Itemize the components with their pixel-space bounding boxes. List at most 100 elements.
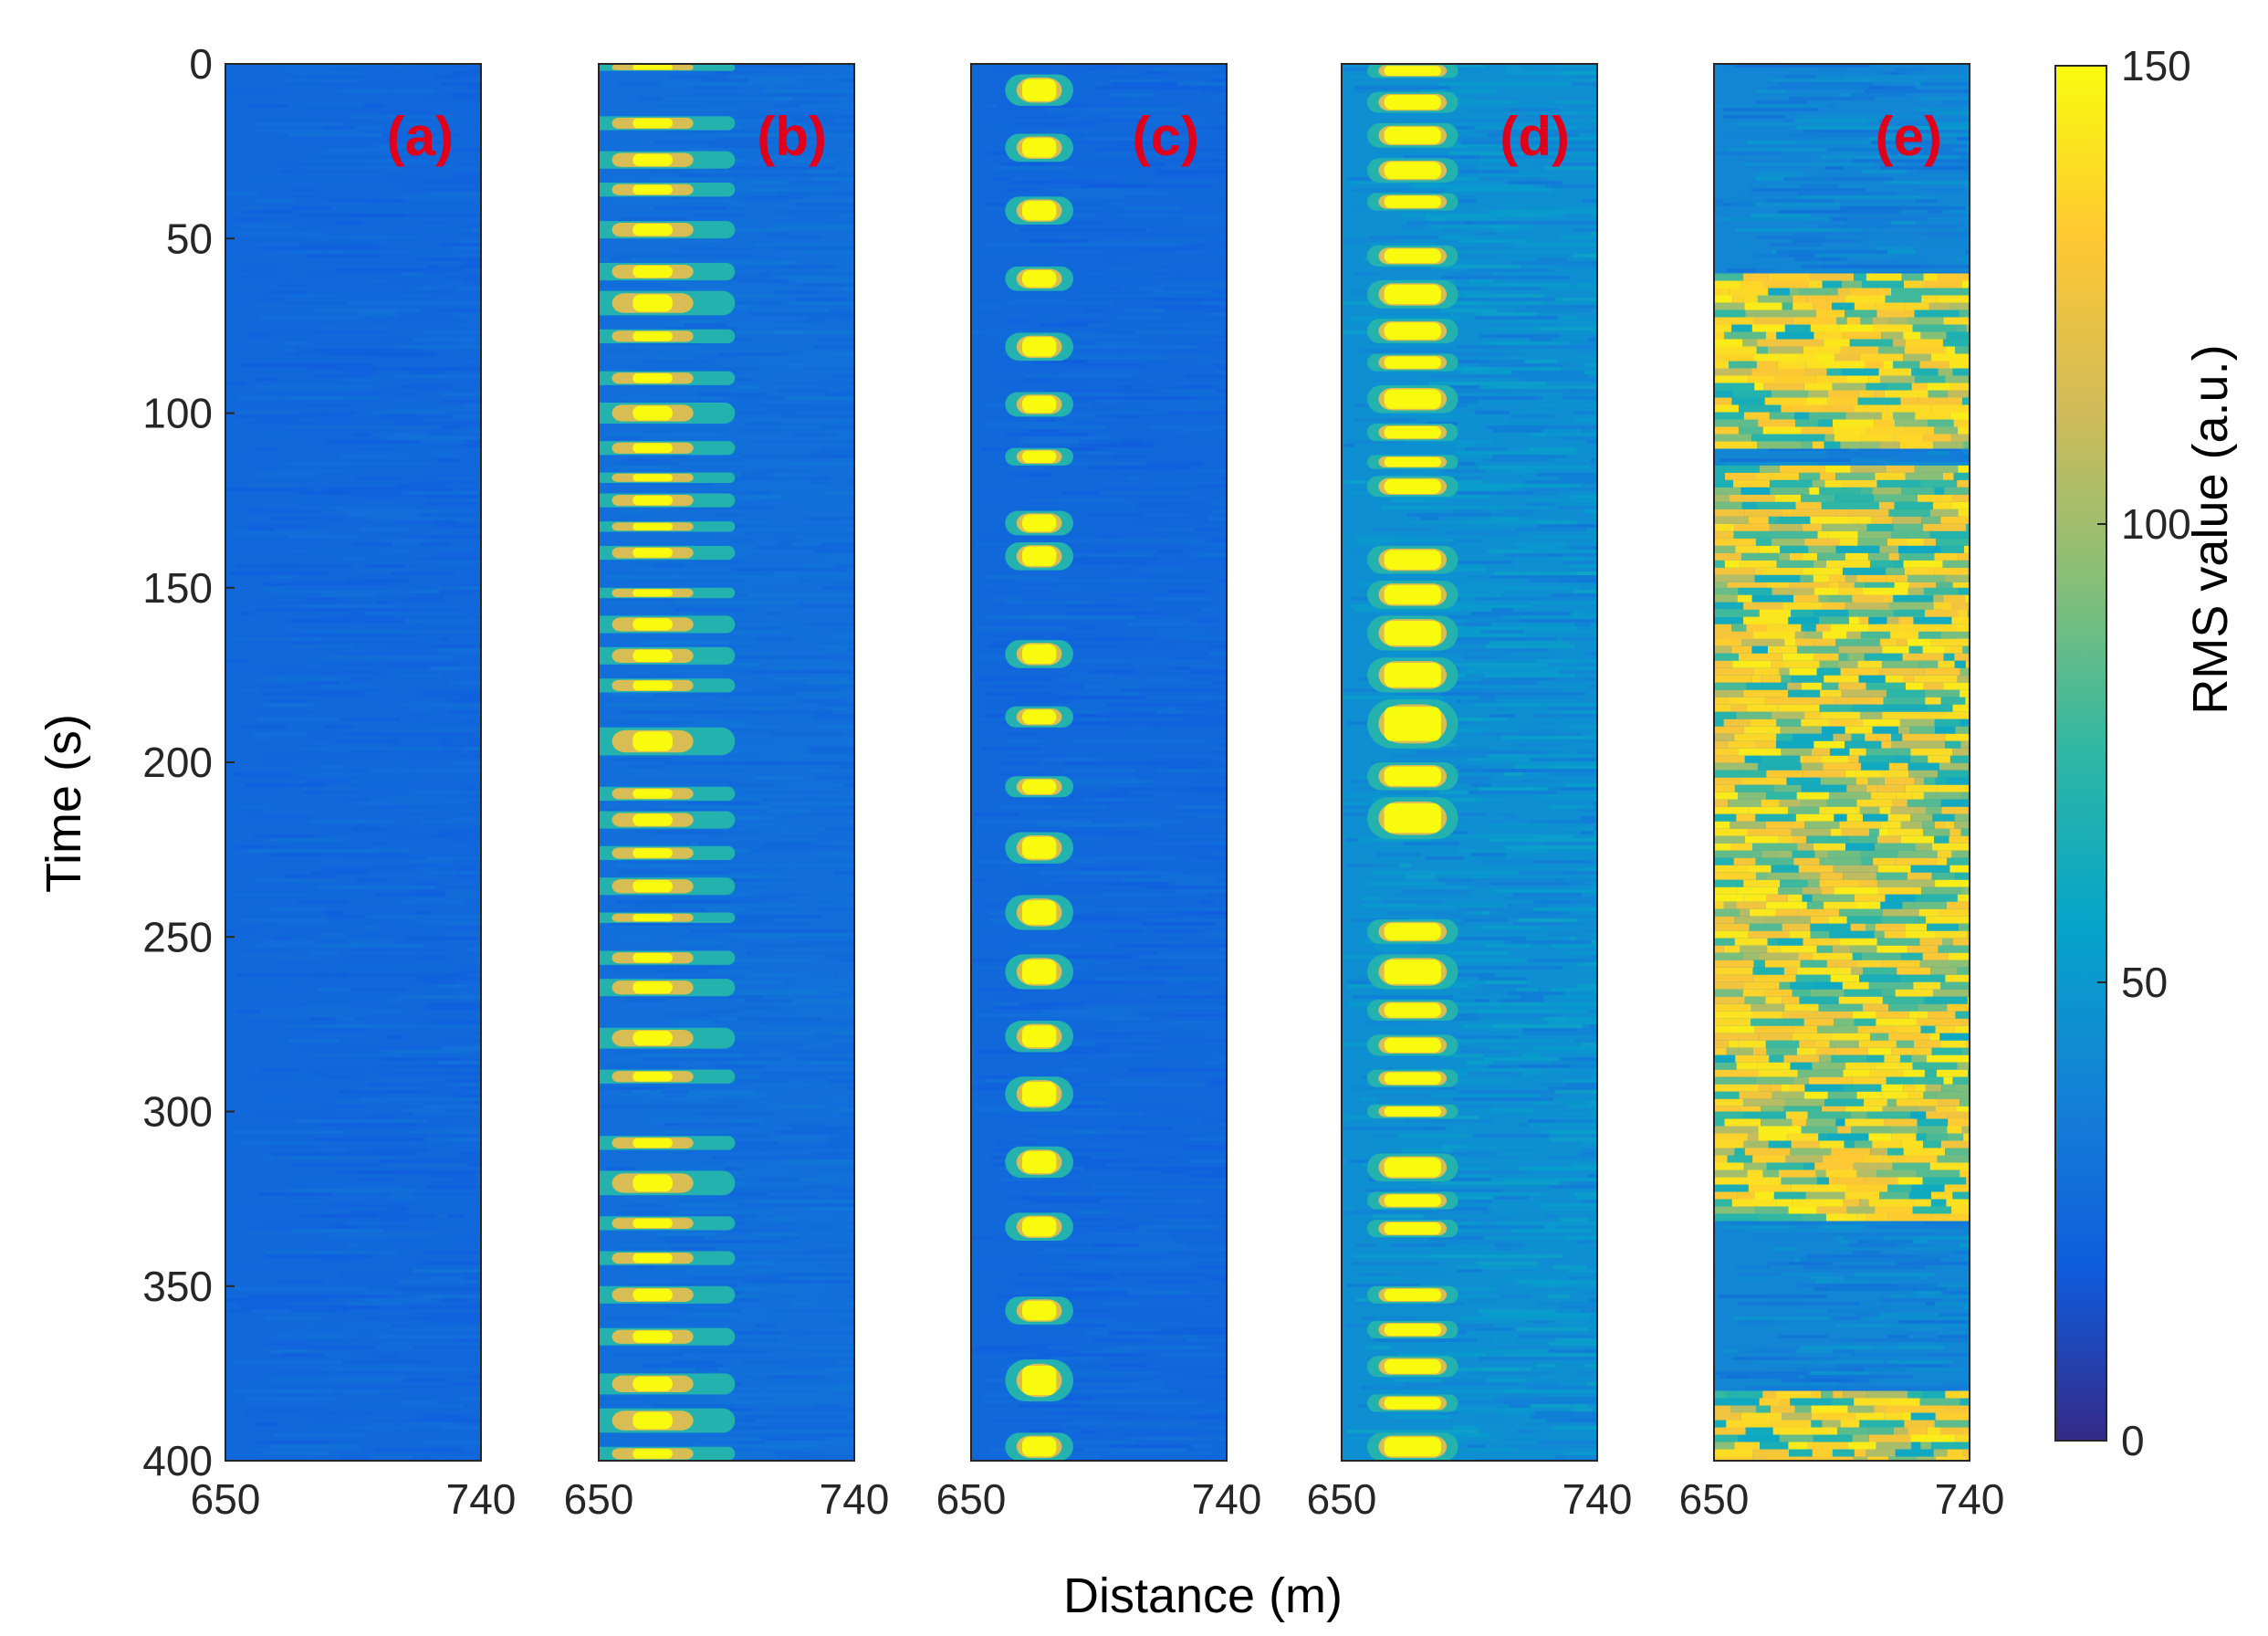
background-texture bbox=[1426, 488, 1510, 491]
background-texture bbox=[1468, 1298, 1498, 1302]
background-texture bbox=[1733, 122, 1866, 126]
background-texture bbox=[1489, 714, 1515, 718]
background-texture bbox=[374, 1448, 464, 1452]
background-texture bbox=[762, 780, 792, 783]
background-texture bbox=[1498, 334, 1533, 338]
background-texture bbox=[603, 754, 666, 758]
background-texture bbox=[1843, 166, 1881, 170]
background-texture bbox=[411, 590, 440, 593]
background-texture bbox=[1785, 75, 1844, 79]
active-core bbox=[632, 443, 673, 454]
background-texture bbox=[349, 608, 481, 612]
background-texture bbox=[710, 100, 818, 104]
background-texture bbox=[739, 356, 848, 360]
background-texture bbox=[719, 1371, 840, 1375]
background-texture bbox=[1094, 564, 1124, 568]
background-texture bbox=[1388, 1273, 1474, 1276]
background-texture bbox=[1548, 1295, 1570, 1298]
background-texture bbox=[1159, 265, 1227, 268]
background-texture bbox=[1171, 981, 1227, 984]
background-texture bbox=[799, 484, 829, 488]
background-texture bbox=[427, 1002, 481, 1006]
background-texture bbox=[1063, 68, 1117, 71]
background-texture bbox=[1363, 1419, 1508, 1422]
background-texture bbox=[1066, 612, 1163, 615]
background-texture bbox=[476, 203, 481, 206]
background-texture bbox=[645, 436, 722, 440]
background-texture bbox=[278, 677, 354, 681]
background-texture bbox=[1432, 604, 1532, 608]
background-texture bbox=[355, 1178, 396, 1181]
background-texture bbox=[405, 1024, 481, 1028]
background-texture bbox=[1094, 1013, 1140, 1017]
background-texture bbox=[397, 1167, 434, 1170]
background-texture bbox=[1510, 1229, 1597, 1232]
background-texture bbox=[1463, 1349, 1549, 1353]
background-texture bbox=[391, 572, 455, 575]
background-texture bbox=[604, 597, 674, 601]
background-texture bbox=[1564, 433, 1597, 436]
background-texture bbox=[1375, 944, 1420, 948]
background-texture bbox=[414, 287, 436, 290]
background-texture bbox=[782, 630, 810, 634]
background-texture bbox=[982, 1393, 1029, 1397]
background-texture bbox=[415, 718, 481, 721]
background-texture bbox=[1096, 341, 1137, 345]
background-texture bbox=[982, 747, 1040, 750]
background-texture bbox=[1036, 1284, 1108, 1287]
background-texture bbox=[1085, 1167, 1151, 1170]
background-texture bbox=[1541, 287, 1597, 290]
background-texture bbox=[385, 1163, 481, 1167]
background-texture bbox=[1122, 141, 1227, 144]
background-texture bbox=[260, 692, 365, 696]
background-texture bbox=[977, 1404, 1006, 1408]
background-texture bbox=[293, 904, 362, 907]
active-core bbox=[632, 1218, 673, 1229]
background-texture bbox=[1197, 195, 1227, 199]
background-texture bbox=[1465, 268, 1553, 272]
background-texture bbox=[1218, 948, 1227, 951]
background-texture bbox=[372, 864, 481, 867]
active-core bbox=[1022, 79, 1057, 101]
background-texture bbox=[1343, 849, 1400, 853]
background-texture bbox=[316, 955, 449, 959]
background-texture bbox=[1082, 685, 1137, 688]
background-texture bbox=[385, 312, 455, 316]
background-texture bbox=[977, 820, 1091, 823]
background-texture bbox=[710, 488, 834, 491]
background-texture bbox=[609, 257, 632, 261]
background-texture bbox=[1116, 550, 1152, 553]
background-texture bbox=[1531, 907, 1597, 911]
background-texture bbox=[229, 816, 313, 820]
background-texture bbox=[346, 232, 448, 236]
background-texture bbox=[245, 783, 327, 787]
background-texture bbox=[238, 455, 284, 458]
background-texture bbox=[661, 462, 806, 466]
background-texture bbox=[1163, 309, 1227, 312]
background-texture bbox=[1145, 119, 1210, 122]
background-texture bbox=[725, 747, 807, 750]
active-core bbox=[1384, 1323, 1441, 1337]
background-texture bbox=[271, 904, 301, 907]
background-texture bbox=[999, 750, 1090, 754]
background-texture bbox=[1156, 484, 1227, 488]
background-texture bbox=[1594, 827, 1597, 831]
background-texture bbox=[837, 79, 854, 82]
background-texture bbox=[1470, 1046, 1534, 1050]
background-texture bbox=[269, 64, 401, 68]
background-texture bbox=[1061, 491, 1101, 495]
background-texture bbox=[282, 1313, 335, 1316]
background-texture bbox=[998, 666, 1048, 670]
background-texture bbox=[458, 341, 481, 345]
heatmap-panel bbox=[971, 64, 1227, 1461]
background-texture bbox=[339, 509, 441, 513]
background-texture bbox=[297, 1119, 428, 1123]
background-texture bbox=[692, 330, 805, 334]
background-texture bbox=[1376, 948, 1422, 951]
background-texture bbox=[972, 1086, 1037, 1090]
background-texture bbox=[995, 166, 1075, 170]
background-texture bbox=[812, 626, 847, 630]
background-texture bbox=[1113, 1225, 1220, 1229]
background-texture bbox=[348, 89, 435, 93]
background-texture bbox=[654, 1265, 747, 1269]
